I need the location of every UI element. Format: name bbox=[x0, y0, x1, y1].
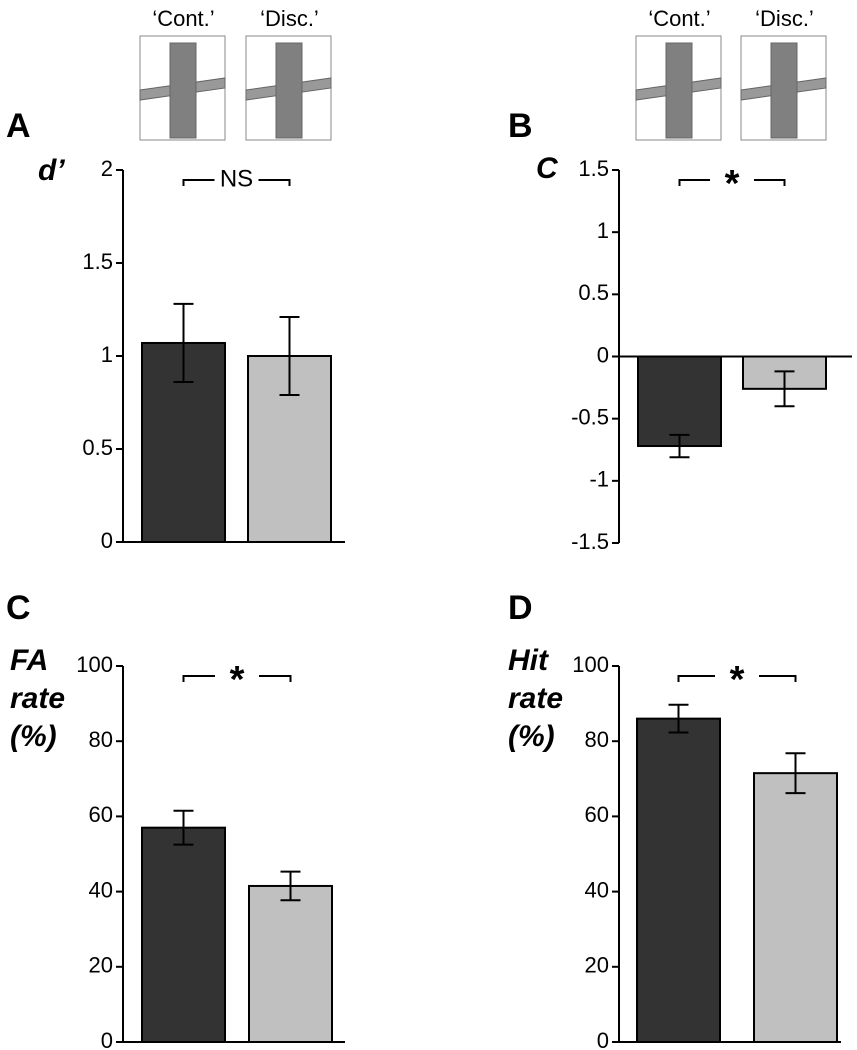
y-tick-label: 100 bbox=[76, 652, 113, 677]
bar bbox=[753, 772, 838, 1043]
y-tick-label: 20 bbox=[585, 953, 609, 978]
y-axis-label: C bbox=[536, 152, 559, 185]
y-tick-label: -0.5 bbox=[571, 404, 609, 429]
error-bar bbox=[774, 370, 795, 408]
pictogram-bar bbox=[169, 42, 197, 139]
bar bbox=[248, 884, 333, 1044]
bar bbox=[141, 826, 226, 1043]
significance-bracket bbox=[182, 179, 291, 186]
panel-letter: A bbox=[6, 107, 31, 145]
significance-bracket bbox=[182, 675, 292, 682]
panel-letter: D bbox=[508, 589, 533, 627]
error-bar bbox=[280, 870, 301, 902]
y-tick-label: -1.5 bbox=[571, 529, 609, 554]
error-bar bbox=[173, 809, 194, 846]
bar bbox=[636, 717, 721, 1043]
y-tick-label: 40 bbox=[89, 877, 113, 902]
y-axis-label: rate bbox=[508, 682, 563, 715]
significance-label: * bbox=[230, 659, 245, 701]
y-axis-label: (%) bbox=[508, 720, 555, 753]
error-bar bbox=[669, 433, 690, 459]
y-tick-label: 1 bbox=[597, 218, 609, 243]
category-label: ‘Cont.’ bbox=[648, 6, 710, 31]
category-label: ‘Disc.’ bbox=[755, 6, 814, 31]
panel-letter: C bbox=[6, 589, 31, 627]
category-label: ‘Cont.’ bbox=[152, 6, 214, 31]
significance-label: NS bbox=[220, 165, 253, 192]
y-tick-label: 80 bbox=[89, 727, 113, 752]
y-tick-label: 60 bbox=[585, 802, 609, 827]
category-label: ‘Disc.’ bbox=[260, 6, 319, 31]
significance-label: * bbox=[730, 659, 745, 701]
error-bar bbox=[668, 703, 689, 734]
y-tick-label: 20 bbox=[89, 953, 113, 978]
y-tick-label: 2 bbox=[101, 156, 113, 181]
error-bar bbox=[785, 752, 806, 795]
y-tick-label: 100 bbox=[572, 652, 609, 677]
y-tick-label: -1 bbox=[589, 467, 609, 492]
y-tick-label: 0 bbox=[101, 1028, 113, 1050]
pictogram-bar bbox=[665, 42, 693, 139]
y-tick-label: 0.5 bbox=[578, 280, 609, 305]
y-tick-label: 0.5 bbox=[82, 435, 113, 460]
bar bbox=[637, 355, 722, 448]
significance-bracket bbox=[678, 179, 786, 186]
y-tick-label: 0 bbox=[597, 342, 609, 367]
y-tick-label: 1.5 bbox=[578, 156, 609, 181]
y-tick-label: 80 bbox=[585, 727, 609, 752]
y-tick-label: 1 bbox=[101, 342, 113, 367]
y-tick-label: 60 bbox=[89, 802, 113, 827]
pictogram-bar bbox=[275, 42, 303, 139]
y-tick-label: 1.5 bbox=[82, 249, 113, 274]
y-axis-label: d’ bbox=[38, 154, 65, 187]
panel-letter: B bbox=[508, 107, 533, 145]
y-axis-label: rate bbox=[10, 682, 65, 715]
y-axis-label: Hit bbox=[508, 644, 550, 677]
significance-label: * bbox=[725, 163, 740, 205]
y-tick-label: 40 bbox=[585, 877, 609, 902]
y-axis-label: FA bbox=[10, 644, 48, 677]
significance-bracket bbox=[677, 675, 797, 682]
y-tick-label: 0 bbox=[597, 1028, 609, 1050]
error-bar bbox=[279, 315, 300, 397]
pictogram-bar bbox=[770, 42, 798, 139]
y-tick-label: 0 bbox=[101, 528, 113, 553]
error-bar bbox=[173, 302, 194, 384]
y-axis-label: (%) bbox=[10, 720, 57, 753]
